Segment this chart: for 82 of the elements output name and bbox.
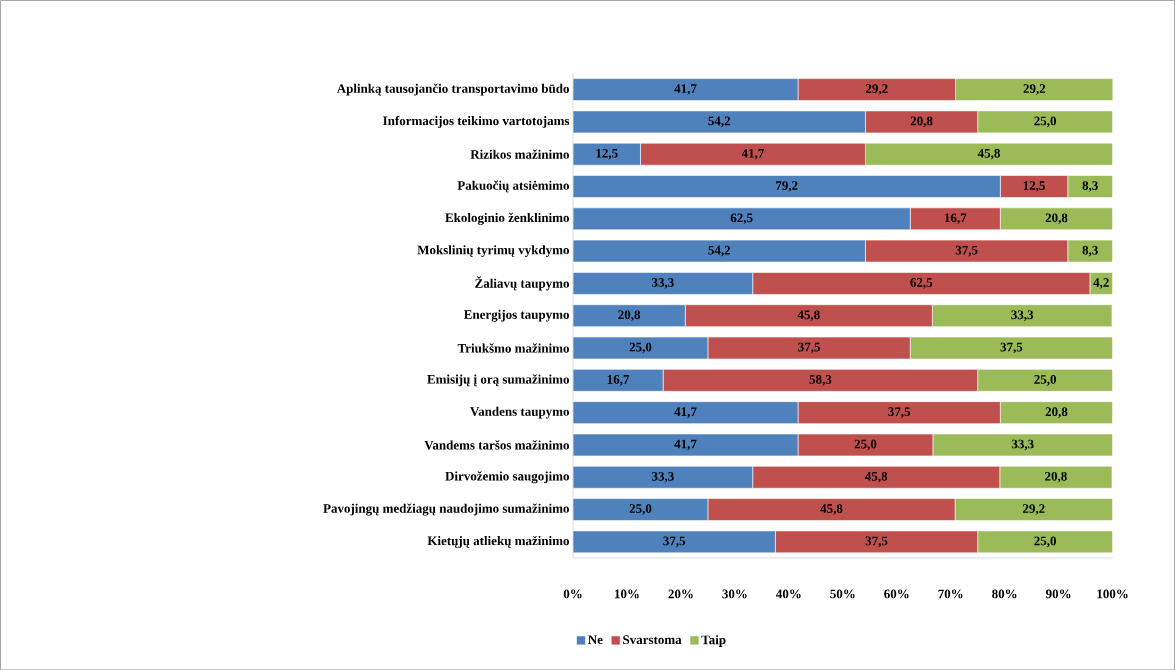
data-label: 25,0 (1034, 116, 1056, 127)
data-label: 20,8 (910, 116, 933, 127)
data-label: 16,7 (944, 213, 967, 224)
x-tick-label: 40% (776, 589, 801, 599)
y-tick-label: Mokslinių tyrimų vykdymo (417, 245, 569, 257)
data-label: 25,0 (854, 439, 877, 451)
data-label: 45,8 (820, 504, 843, 515)
data-label: 25,0 (1034, 374, 1056, 386)
y-tick-label: Pakuočių atsiėmimo (457, 180, 569, 193)
legend-label: Svarstoma (623, 635, 682, 644)
x-tick-label: 70% (938, 589, 963, 599)
bar (1000, 207, 1113, 230)
bar (1000, 401, 1113, 424)
y-tick-label: Informacijos teikimo vartotojams (383, 115, 570, 128)
data-label: 41,7 (674, 407, 697, 418)
y-tick-label: Aplinką tausojančio transportavimo būdo (336, 83, 569, 96)
data-label: 41,7 (741, 148, 765, 160)
bar (977, 368, 1113, 392)
data-label: 12,5 (596, 148, 618, 160)
data-label: 58,3 (809, 374, 832, 386)
x-tick-label: 100% (1097, 589, 1128, 599)
data-label: 29,2 (1022, 504, 1045, 515)
data-label: 54,2 (708, 116, 731, 127)
data-label: 45,8 (977, 148, 1000, 160)
data-label: 62,5 (910, 277, 933, 289)
legend-label: Taip (701, 634, 726, 647)
y-tick-label: Vandens taupymo (470, 406, 569, 419)
data-label: 20,8 (1045, 213, 1068, 224)
data-label: 29,2 (865, 84, 888, 95)
y-tick-label: Kietųjų atliekų mažinimo (427, 535, 569, 548)
data-label: 37,5 (1000, 342, 1023, 354)
data-label: 79,2 (776, 180, 798, 192)
data-label: 20,8 (1045, 471, 1067, 483)
y-tick-label: Vandems taršos mažinimo (424, 440, 569, 450)
y-tick-label: Dirvožemio saugojimo (445, 471, 569, 484)
x-tick-label: 80% (992, 589, 1017, 599)
data-label: 8,3 (1082, 245, 1098, 257)
x-tick-label: 90% (1045, 589, 1071, 599)
y-tick-label: Žaliavų taupymo (475, 276, 569, 291)
data-label: 20,8 (1045, 407, 1068, 418)
data-label: 62,5 (730, 213, 753, 224)
y-tick-label: Triukšmo mažinimo (457, 343, 569, 353)
y-tick-label: Emisijų į orą sumažinimo (427, 374, 569, 387)
data-label: 4,2 (1093, 277, 1109, 289)
x-tick-label: 0% (563, 589, 582, 599)
data-label: 12,5 (1023, 180, 1045, 192)
legend-label: Ne (588, 635, 603, 644)
data-label: 45,8 (865, 471, 888, 483)
y-tick-label: Ekologinio ženklinimo (445, 212, 569, 225)
data-label: 37,5 (888, 407, 911, 418)
data-label: 29,2 (1023, 84, 1046, 95)
data-label: 25,0 (1034, 536, 1056, 547)
bar (865, 142, 1113, 166)
data-label: 25,0 (629, 504, 652, 515)
data-label: 33,3 (651, 277, 674, 289)
data-label: 33,3 (1011, 310, 1034, 321)
bar (999, 465, 1113, 489)
data-label: 45,8 (797, 310, 820, 321)
data-label: 37,5 (955, 245, 978, 257)
bar (932, 304, 1113, 327)
x-tick-label: 60% (884, 589, 909, 599)
data-label: 37,5 (663, 536, 686, 547)
bar (955, 78, 1113, 101)
data-label: 16,7 (607, 374, 630, 386)
data-label: 54,2 (708, 245, 731, 257)
data-label: 41,7 (674, 84, 697, 95)
y-tick-label: Energijos taupymo (464, 309, 569, 322)
data-label: 33,3 (651, 471, 674, 483)
data-label: 20,8 (618, 310, 641, 321)
bar (954, 498, 1113, 521)
y-tick-label: Pavojingų medžiagų naudojimo sumažinimo (323, 503, 569, 516)
data-label: 8,3 (1082, 180, 1098, 192)
data-label: 37,5 (865, 536, 888, 547)
x-tick-label: 50% (830, 589, 855, 599)
data-label: 33,3 (1011, 439, 1034, 451)
data-label: 37,5 (798, 342, 820, 354)
data-label: 25,0 (629, 342, 652, 354)
data-label: 41,7 (674, 439, 697, 451)
x-tick-label: 20% (668, 589, 693, 599)
x-tick-label: 10% (615, 589, 639, 599)
y-tick-label: Rizikos mažinimo (470, 149, 569, 159)
x-tick-label: 30% (722, 589, 747, 599)
